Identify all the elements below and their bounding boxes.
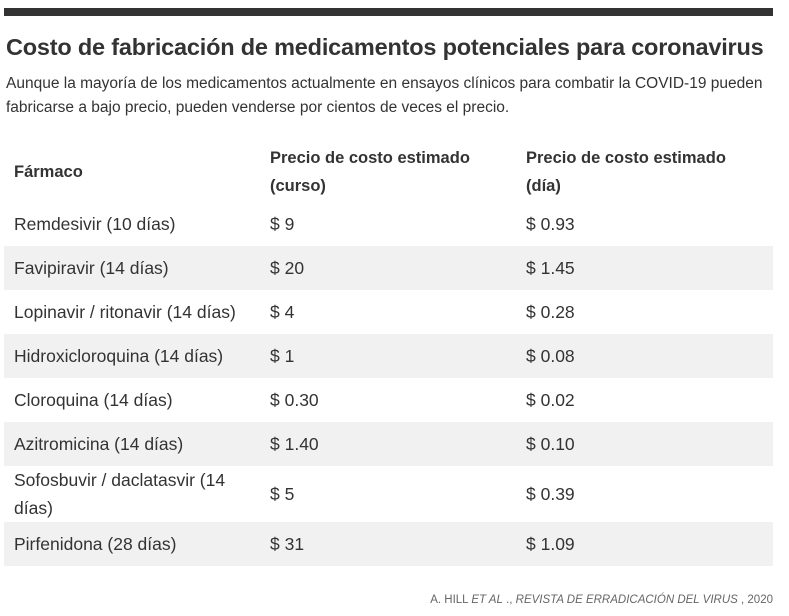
header-day-price: Precio de costo estimado (día) — [526, 149, 726, 195]
drug-cell: Cloroquina (14 días) — [14, 390, 173, 410]
drug-cell: Sofosbuvir / daclatasvir (14 días) — [14, 470, 226, 518]
day-price-cell: $ 1.09 — [516, 522, 773, 566]
day-price-cell: $ 0.39 — [526, 484, 575, 504]
course-price-cell: $ 1.40 — [260, 422, 516, 466]
source-prefix: A. HILL — [430, 594, 472, 606]
header-drug: Fármaco — [14, 163, 83, 181]
table-row: Sofosbuvir / daclatasvir (14 días) $ 5 $… — [4, 466, 773, 522]
table-row: Remdesivir (10 días) $ 9 $ 0.93 — [4, 202, 773, 246]
source-middle: ., — [502, 594, 516, 606]
day-price-cell: $ 0.08 — [516, 334, 773, 378]
day-price-cell: $ 0.10 — [516, 422, 773, 466]
table-row: Cloroquina (14 días) $ 0.30 $ 0.02 — [4, 378, 773, 422]
top-bar — [4, 8, 773, 16]
table-header-row: Fármaco Precio de costo estimado (curso)… — [4, 140, 773, 202]
source-credit: A. HILL ET AL ., REVISTA DE ERRADICACIÓN… — [430, 594, 773, 606]
course-price-cell: $ 9 — [270, 214, 295, 234]
drug-cost-table: Fármaco Precio de costo estimado (curso)… — [4, 140, 773, 566]
course-price-cell: $ 0.30 — [270, 390, 319, 410]
day-price-cell: $ 0.28 — [526, 302, 575, 322]
drug-cell: Azitromicina (14 días) — [4, 422, 260, 466]
drug-cell: Favipiravir (14 días) — [4, 246, 260, 290]
table-row: Azitromicina (14 días) $ 1.40 $ 0.10 — [4, 422, 773, 466]
day-price-cell: $ 1.45 — [516, 246, 773, 290]
source-suffix: , 2020 — [737, 594, 773, 606]
drug-cell: Pirfenidona (28 días) — [4, 522, 260, 566]
table-row: Hidroxicloroquina (14 días) $ 1 $ 0.08 — [4, 334, 773, 378]
day-price-cell: $ 0.02 — [526, 390, 575, 410]
drug-cell: Hidroxicloroquina (14 días) — [4, 334, 260, 378]
course-price-cell: $ 4 — [270, 302, 295, 322]
drug-cell: Remdesivir (10 días) — [14, 214, 176, 234]
table-row: Pirfenidona (28 días) $ 31 $ 1.09 — [4, 522, 773, 566]
day-price-cell: $ 0.93 — [526, 214, 575, 234]
table-row: Lopinavir / ritonavir (14 días) $ 4 $ 0.… — [4, 290, 773, 334]
course-price-cell: $ 5 — [270, 484, 295, 504]
course-price-cell: $ 20 — [260, 246, 516, 290]
table-row: Favipiravir (14 días) $ 20 $ 1.45 — [4, 246, 773, 290]
header-course-price: Precio de costo estimado (curso) — [270, 149, 470, 195]
chart-title: Costo de fabricación de medicamentos pot… — [6, 34, 764, 60]
course-price-cell: $ 1 — [260, 334, 516, 378]
course-price-cell: $ 31 — [260, 522, 516, 566]
source-italic: ET AL — [471, 594, 503, 606]
chart-subtitle: Aunque la mayoría de los medicamentos ac… — [6, 75, 763, 116]
source-journal: REVISTA DE ERRADICACIÓN DEL VIRUS — [515, 594, 738, 606]
drug-cell: Lopinavir / ritonavir (14 días) — [14, 302, 236, 322]
